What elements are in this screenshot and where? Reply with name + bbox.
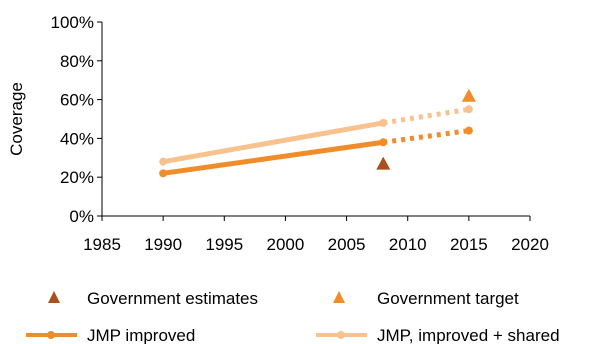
x-tick-label: 2020 [511,235,549,254]
y-tick-label: 40% [60,129,94,148]
marker-government-estimates [376,156,391,170]
legend-item-government-estimates: Government estimates [48,289,258,308]
y-tick-label: 20% [60,168,94,187]
x-tick-label: 2005 [328,235,366,254]
series-line-jmp-improved [160,139,386,176]
axes [101,22,530,217]
series-government-estimates [376,156,391,170]
y-tick-label: 60% [60,91,94,110]
x-tick-label: 1990 [144,235,182,254]
data-point-jmp-improved-shared [379,118,388,127]
data-point-jmp-improved-shared [464,105,473,114]
series-line-jmp-improved-shared [160,120,386,165]
series-projection-jmp-improved [382,128,470,145]
y-tick-label: 0% [69,207,94,226]
legend-marker-government-target [333,291,345,303]
legend-label-jmp-improved-shared: JMP, improved + shared [377,326,560,344]
x-tick-labels: 1985 1990 1995 2000 2005 2010 2015 2020 [83,216,549,254]
x-tick-label: 2015 [450,235,488,254]
legend-label-government-target: Government target [377,289,519,308]
legend-label-jmp-improved: JMP improved [87,326,195,344]
legend-label-government-estimates: Government estimates [87,289,258,308]
x-tick-label: 1995 [205,235,243,254]
legend-item-jmp-improved-shared: JMP, improved + shared [316,326,560,344]
data-point-jmp-improved-shared [159,157,168,166]
y-axis-label: Coverage [7,82,26,156]
legend: Government estimates Government target J… [26,289,560,344]
data-point-jmp-improved [464,126,473,135]
legend-marker-government-estimates [48,291,60,303]
y-tick-label: 80% [60,52,94,71]
legend-item-jmp-improved: JMP improved [26,326,195,344]
y-tick-labels: 0% 20% 40% 60% 80% 100% [51,13,102,226]
marker-government-target [461,88,476,102]
data-point-jmp-improved [159,169,168,178]
series-projection-jmp-improved-shared [382,106,470,126]
series-layer [159,88,476,178]
series-jmp-improved-shared [159,105,473,166]
series-jmp-improved [159,126,473,178]
x-tick-label: 1985 [83,235,121,254]
legend-point-jmp-improved-shared [337,331,345,339]
data-point-jmp-improved [379,138,388,147]
legend-item-government-target: Government target [333,289,519,308]
x-tick-label: 2000 [267,235,305,254]
y-tick-label: 100% [51,13,94,32]
x-tick-label: 2010 [389,235,427,254]
legend-point-jmp-improved [47,331,55,339]
series-government-target [461,88,476,102]
